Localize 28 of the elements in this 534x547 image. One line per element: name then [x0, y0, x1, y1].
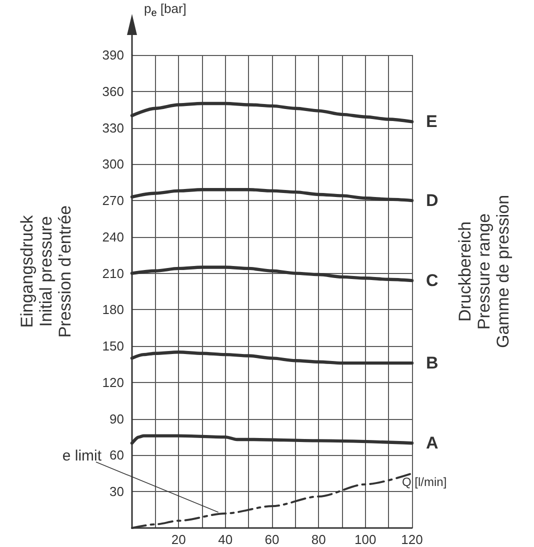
- y-tick-label: 90: [110, 411, 124, 426]
- y-tick-label: 210: [102, 266, 124, 281]
- series-label: C: [426, 271, 438, 290]
- series-label: A: [426, 434, 438, 453]
- x-tick-label: 100: [354, 532, 376, 547]
- series-label: B: [426, 354, 438, 373]
- y-tick-label: 30: [110, 484, 124, 500]
- x-tick-label: 80: [311, 532, 326, 547]
- annotation: e limit: [62, 447, 102, 464]
- y-tick-label: 330: [102, 120, 124, 136]
- x-axis-title: Q [l/min]: [402, 475, 447, 489]
- y-tick-label: 360: [102, 84, 124, 99]
- y-tick-label: 60: [110, 448, 124, 463]
- y-tick-label: 120: [102, 374, 124, 390]
- x-tick-label: 40: [218, 532, 233, 547]
- y-tick-label: 150: [102, 338, 124, 354]
- y-tick-label: 390: [102, 48, 124, 62]
- x-tick-label: 60: [264, 532, 280, 547]
- text: Eingangsdruck Initial pressure Pression d’entrée: [18, 205, 74, 338]
- y-tick-label: 180: [102, 302, 124, 318]
- x-tick-label: 120: [401, 532, 423, 547]
- x-tick-label: 20: [171, 532, 186, 547]
- series-label: D: [426, 191, 438, 210]
- y-tick-label: 270: [102, 193, 124, 208]
- y-tick-label: 240: [102, 229, 124, 244]
- y-tick-label: 300: [102, 156, 124, 172]
- series-label: E: [426, 112, 438, 132]
- text: Druckbereich Pressure range Gamme de pression: [456, 194, 512, 348]
